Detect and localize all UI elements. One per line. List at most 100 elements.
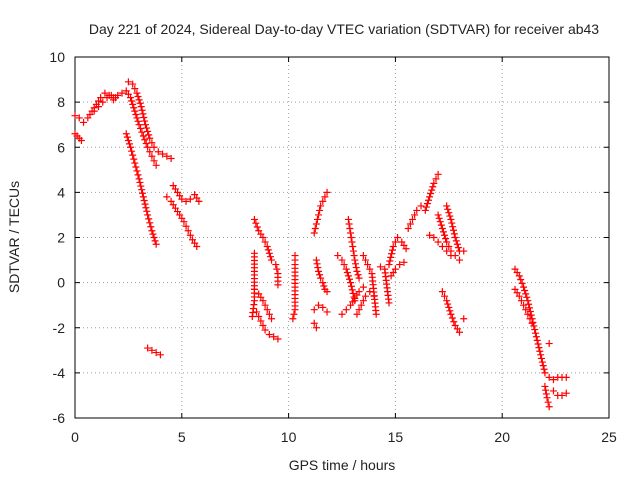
data-point bbox=[140, 196, 148, 204]
data-point bbox=[319, 197, 327, 205]
data-point bbox=[195, 197, 203, 205]
data-point bbox=[523, 293, 531, 301]
series-arc-z bbox=[385, 234, 410, 269]
data-point bbox=[80, 118, 88, 126]
data-point bbox=[417, 202, 425, 210]
data-point bbox=[438, 288, 446, 296]
data-point bbox=[145, 131, 153, 139]
y-tick-label: -4 bbox=[53, 365, 66, 381]
data-point bbox=[542, 390, 550, 398]
data-point bbox=[147, 223, 155, 231]
series-arc-m bbox=[248, 249, 258, 320]
data-point bbox=[434, 238, 442, 246]
series-arc-q bbox=[312, 256, 331, 296]
data-point bbox=[259, 234, 267, 241]
series-arc-g bbox=[144, 344, 164, 359]
data-point bbox=[515, 292, 523, 300]
data-point bbox=[138, 128, 146, 136]
data-point bbox=[313, 215, 321, 223]
data-point bbox=[520, 301, 528, 309]
data-point bbox=[135, 121, 143, 129]
data-point bbox=[125, 140, 133, 148]
data-point bbox=[428, 186, 436, 194]
data-point bbox=[445, 243, 453, 251]
data-point bbox=[522, 306, 530, 314]
data-point bbox=[396, 261, 404, 269]
data-point bbox=[441, 231, 449, 239]
data-point bbox=[94, 103, 102, 111]
data-point bbox=[252, 219, 260, 227]
data-point bbox=[133, 167, 141, 175]
data-point bbox=[423, 200, 431, 208]
data-point bbox=[320, 282, 328, 290]
data-point bbox=[385, 299, 393, 307]
data-point bbox=[538, 358, 546, 366]
data-point bbox=[353, 310, 361, 318]
chart-title: Day 221 of 2024, Sidereal Day-to-day VTE… bbox=[89, 21, 599, 37]
data-point bbox=[263, 243, 271, 251]
data-point bbox=[124, 136, 132, 144]
data-point bbox=[451, 234, 459, 241]
data-point bbox=[317, 202, 325, 210]
data-point bbox=[352, 264, 360, 272]
data-point bbox=[253, 223, 261, 231]
data-point bbox=[141, 117, 149, 125]
data-point bbox=[139, 110, 147, 118]
data-point bbox=[114, 91, 122, 99]
data-point bbox=[422, 203, 430, 211]
data-point bbox=[152, 161, 160, 169]
data-point bbox=[317, 274, 325, 282]
data-point bbox=[376, 263, 384, 271]
data-point bbox=[539, 362, 547, 370]
data-point bbox=[146, 219, 154, 227]
y-tick-label: -6 bbox=[53, 410, 66, 426]
data-point bbox=[538, 354, 546, 362]
data-point bbox=[314, 264, 322, 272]
x-tick-label: 25 bbox=[601, 429, 617, 445]
data-point bbox=[127, 143, 135, 151]
data-point bbox=[133, 114, 141, 122]
data-point bbox=[347, 229, 355, 237]
data-point bbox=[526, 315, 534, 323]
data-point bbox=[430, 234, 438, 241]
data-point bbox=[263, 306, 271, 314]
data-point bbox=[138, 189, 146, 197]
data-point bbox=[515, 272, 523, 280]
series-arc-ad bbox=[426, 231, 455, 260]
data-point bbox=[446, 212, 454, 220]
series-arc-ac bbox=[421, 170, 442, 214]
series-arc-ah bbox=[460, 315, 468, 323]
data-point bbox=[435, 214, 443, 222]
data-point bbox=[434, 211, 442, 219]
data-point bbox=[149, 230, 157, 238]
data-point bbox=[321, 193, 329, 201]
series-arc-r bbox=[310, 301, 331, 316]
data-point bbox=[355, 288, 363, 296]
data-point bbox=[443, 238, 451, 246]
data-point bbox=[131, 107, 139, 115]
data-point bbox=[178, 195, 186, 203]
data-point bbox=[148, 227, 156, 235]
data-point bbox=[352, 260, 360, 268]
data-point bbox=[261, 238, 269, 246]
data-point bbox=[449, 226, 457, 234]
data-point bbox=[101, 89, 109, 97]
data-point bbox=[103, 94, 111, 102]
data-point bbox=[425, 196, 433, 204]
series-arc-aj bbox=[511, 285, 536, 327]
data-point bbox=[406, 220, 414, 228]
data-point bbox=[257, 317, 265, 325]
series-arc-h bbox=[163, 193, 201, 251]
data-point bbox=[534, 340, 542, 348]
data-point bbox=[545, 403, 553, 411]
data-point bbox=[148, 346, 156, 354]
data-point bbox=[432, 175, 440, 183]
data-point bbox=[525, 300, 533, 308]
data-point bbox=[545, 373, 553, 381]
data-point bbox=[143, 124, 151, 132]
data-point bbox=[429, 183, 437, 191]
data-point bbox=[438, 243, 446, 251]
data-point bbox=[312, 256, 320, 264]
data-point bbox=[543, 394, 551, 402]
series-arc-al bbox=[545, 373, 570, 384]
